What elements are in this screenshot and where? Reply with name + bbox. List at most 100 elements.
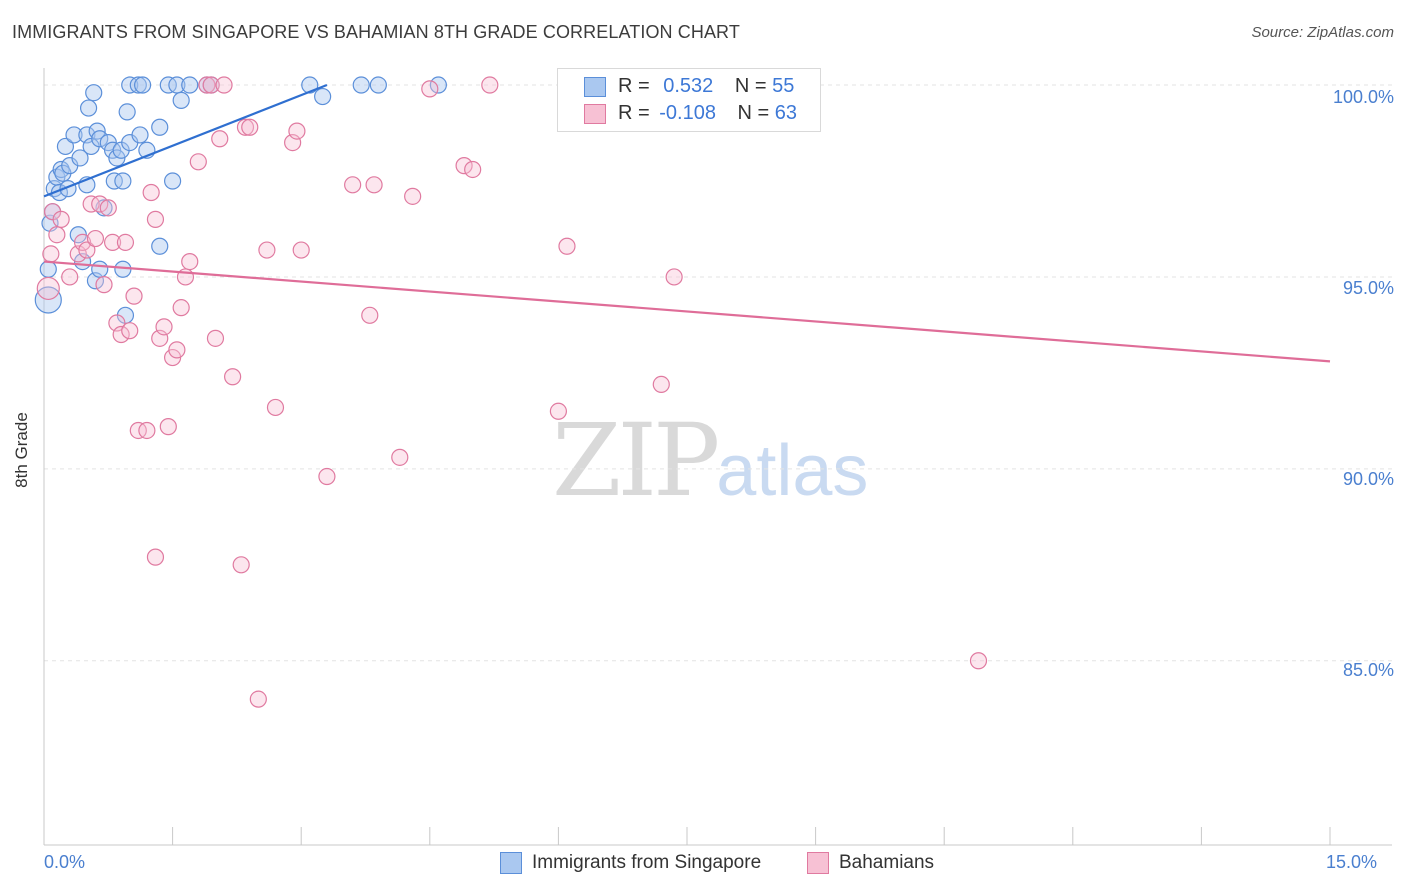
singapore-point [71, 149, 89, 167]
singapore-point [131, 126, 149, 144]
bahamians-point [159, 418, 177, 436]
legend-swatch-pink [584, 103, 606, 124]
bahamians-point [215, 76, 233, 94]
bahamians-point [549, 402, 568, 420]
singapore-point [114, 260, 132, 278]
x-tick-label-max: 15.0% [1326, 852, 1378, 872]
bahamians-point [652, 375, 670, 394]
singapore-point [129, 76, 147, 94]
legend-swatch-blue [584, 76, 606, 97]
legend-r-label: R = [618, 102, 650, 124]
legend-row-blue: R = 0.532 N = 55 [584, 75, 794, 101]
singapore-point [352, 76, 370, 94]
bahamians-point [181, 252, 199, 271]
bahamians-point [665, 268, 683, 286]
bahamians-point [202, 76, 220, 94]
series-legend-blue: Immigrants from Singapore [500, 852, 761, 874]
y-axis-label: 8th Grade [12, 412, 31, 488]
bahamians-point [455, 157, 473, 175]
series-legend-pink: Bahamians [807, 852, 934, 874]
bahamians-point [211, 130, 229, 148]
singapore-point [314, 87, 332, 106]
legend-row-pink: R = -0.108 N = 63 [584, 102, 797, 128]
singapore-point [172, 91, 190, 109]
bahamians-point [99, 199, 117, 217]
bahamians-point [224, 368, 242, 386]
bahamians-point [969, 652, 988, 670]
bahamians-point [146, 210, 165, 228]
bahamians-point [232, 556, 250, 574]
bahamians-point [168, 341, 186, 359]
legend-r-value: 0.532 [663, 75, 714, 97]
series-swatch-blue [500, 852, 522, 874]
bahamians-point [344, 176, 362, 194]
bahamians-point [258, 241, 276, 259]
bahamians-point [318, 467, 336, 486]
bahamians-point [95, 276, 113, 294]
bahamians-point [121, 322, 139, 340]
singapore-point [79, 99, 98, 117]
bahamians-point [391, 448, 409, 466]
series-swatch-pink [807, 852, 829, 874]
bahamians-point [421, 80, 439, 98]
singapore-point [181, 76, 199, 94]
bahamians-point [404, 187, 422, 205]
bahamians-point [365, 176, 383, 194]
source-credit: Source: ZipAtlas.com [1251, 24, 1394, 41]
singapore-point [91, 260, 109, 278]
x-tick-label-min: 0.0% [44, 852, 86, 872]
y-tick-label: 95.0% [1342, 278, 1394, 298]
singapore-point [118, 103, 136, 121]
watermark-zip: ZIP [552, 402, 720, 519]
legend-r-label: R = [618, 75, 650, 97]
bahamians-point [48, 226, 66, 244]
bahamians-point [61, 268, 79, 286]
bahamians-point [91, 195, 109, 213]
singapore-point [91, 130, 109, 148]
bahamians-point [288, 122, 306, 140]
bahamians-point [86, 229, 105, 248]
watermark: ZIPatlas [552, 402, 868, 519]
bahamians-point [266, 398, 285, 417]
bahamians-point [249, 690, 267, 708]
series-label: Bahamians [839, 852, 935, 874]
bahamians-point [172, 299, 190, 317]
bahamians-point [481, 76, 499, 94]
bahamians-point [42, 245, 60, 263]
singapore-point [39, 260, 57, 278]
singapore-point [133, 76, 152, 94]
bahamians-point [146, 548, 165, 566]
y-tick-label: 90.0% [1342, 469, 1394, 489]
bahamians-point [292, 241, 310, 259]
singapore-point [429, 76, 447, 94]
bahamians-point [464, 160, 482, 179]
singapore-point [151, 237, 169, 255]
bahamians-point [558, 237, 576, 255]
bahamians-point [103, 233, 122, 251]
bahamians-point [241, 118, 259, 136]
singapore-point [65, 126, 83, 144]
singapore-trend-line [43, 84, 328, 198]
bahamians-point [236, 118, 255, 136]
singapore-point [85, 84, 103, 102]
bahamians-point [125, 287, 143, 305]
singapore-point [164, 172, 182, 190]
bahamians-point [116, 233, 135, 251]
bahamians-point [206, 329, 225, 347]
legend-n-value: 55 [772, 75, 795, 97]
bahamians-point [36, 276, 60, 301]
singapore-point [56, 137, 75, 156]
series-label: Immigrants from Singapore [532, 852, 762, 874]
legend-n-label: N = [734, 75, 767, 97]
bahamians-trend-line [43, 260, 1331, 363]
singapore-point [114, 172, 132, 190]
bahamians-point [52, 210, 70, 228]
watermark-atlas: atlas [716, 431, 869, 511]
bahamians-point [112, 325, 130, 344]
bahamians-point [138, 421, 156, 440]
bahamians-point [189, 153, 207, 171]
y-tick-label: 85.0% [1342, 660, 1394, 680]
singapore-point [369, 76, 387, 94]
legend-n-value: 63 [774, 102, 798, 124]
bahamians-point [361, 306, 379, 324]
